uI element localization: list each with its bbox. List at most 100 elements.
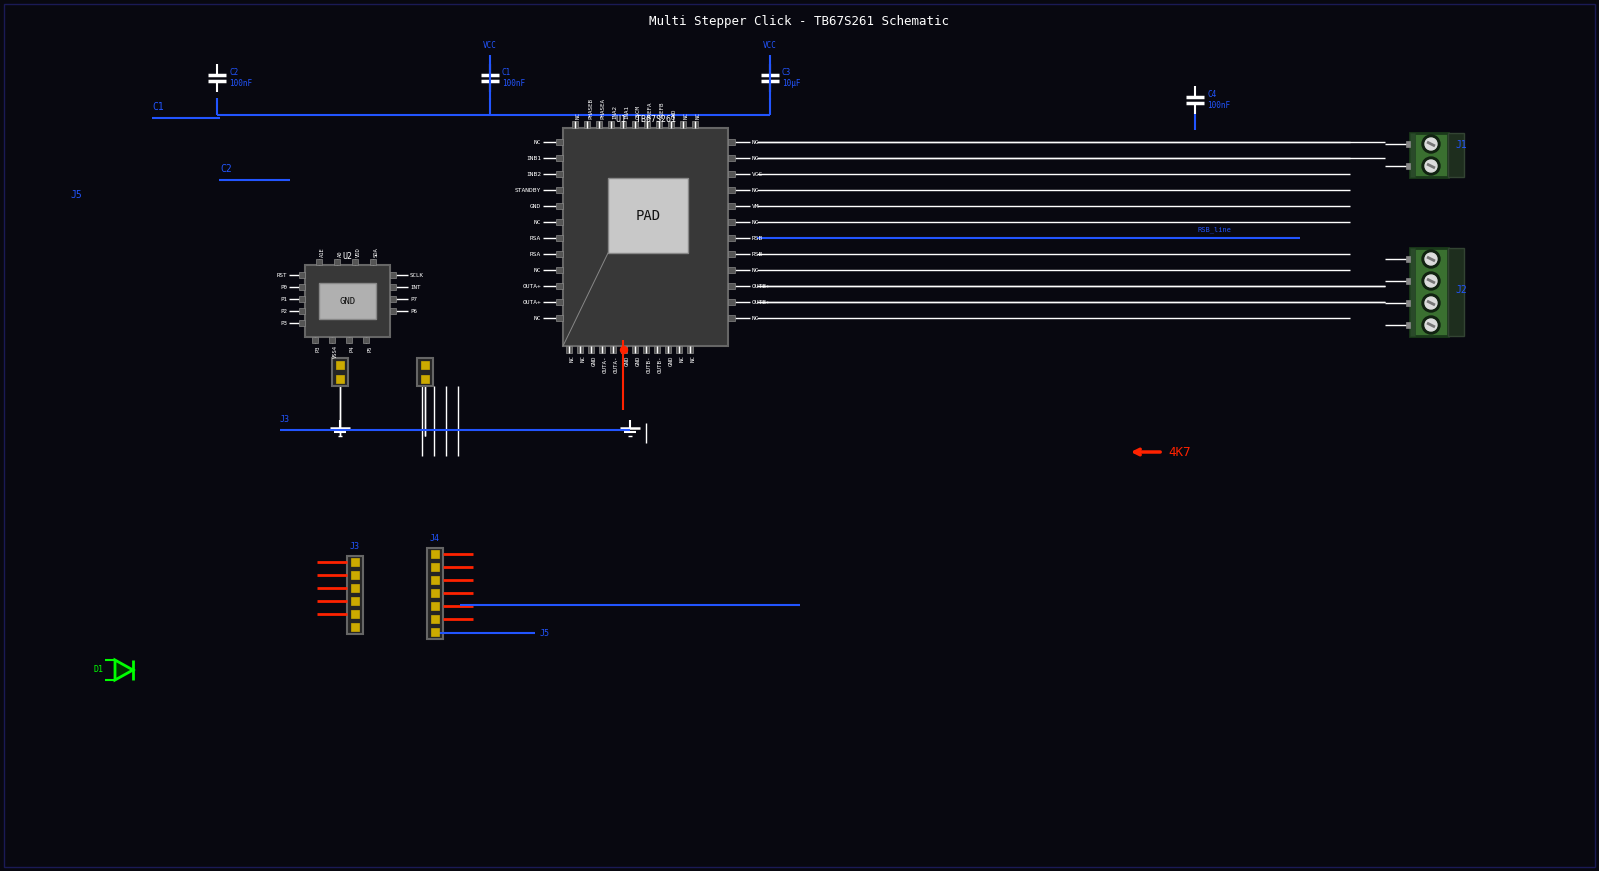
Text: NC: NC — [534, 219, 540, 225]
Bar — [728, 315, 736, 321]
Bar — [680, 121, 686, 128]
Bar — [728, 299, 736, 305]
Text: OUTB+: OUTB+ — [752, 300, 771, 305]
Text: OSCM: OSCM — [636, 105, 641, 119]
Bar — [728, 235, 736, 241]
Bar — [432, 576, 440, 584]
Bar — [1406, 322, 1410, 328]
Bar — [620, 346, 627, 353]
Bar — [676, 346, 683, 353]
Text: RSB: RSB — [752, 235, 763, 240]
Text: GND: GND — [339, 296, 355, 306]
Text: C2: C2 — [221, 164, 232, 174]
Text: GND: GND — [592, 355, 596, 366]
Circle shape — [1422, 316, 1441, 334]
Text: GND: GND — [636, 355, 641, 366]
Bar — [588, 346, 593, 353]
Text: J3: J3 — [280, 415, 289, 424]
Text: Multi Stepper Click - TB67S261 Schematic: Multi Stepper Click - TB67S261 Schematic — [649, 15, 948, 28]
Text: INA1: INA1 — [624, 105, 628, 119]
Text: INT: INT — [409, 285, 421, 289]
Bar — [556, 187, 563, 193]
Bar — [390, 296, 397, 302]
Text: VCC: VCC — [763, 41, 777, 50]
Text: NC: NC — [576, 112, 580, 119]
Bar — [584, 121, 590, 128]
Text: P4: P4 — [350, 345, 355, 352]
Text: VSS4: VSS4 — [333, 345, 337, 358]
Bar — [390, 284, 397, 290]
Text: C4
100nF: C4 100nF — [1207, 91, 1230, 110]
Bar — [1406, 300, 1410, 306]
Bar — [668, 121, 675, 128]
Text: A0: A0 — [337, 251, 344, 257]
Text: J5: J5 — [540, 629, 550, 638]
Bar — [352, 610, 360, 618]
Bar — [656, 121, 662, 128]
Text: J1: J1 — [1455, 140, 1466, 150]
Bar — [620, 121, 625, 128]
Text: NC: NC — [569, 355, 576, 362]
Bar — [609, 346, 616, 353]
Bar — [417, 358, 433, 386]
Text: RSB: RSB — [752, 252, 763, 256]
Bar — [352, 259, 358, 265]
Bar — [390, 308, 397, 314]
Text: GND: GND — [625, 355, 630, 366]
Bar — [421, 375, 429, 383]
Bar — [596, 121, 601, 128]
Bar — [608, 178, 688, 253]
Bar — [600, 346, 604, 353]
Text: RSB_line: RSB_line — [1198, 226, 1231, 233]
Bar — [654, 346, 660, 353]
Bar — [390, 272, 397, 278]
Bar — [1449, 248, 1465, 336]
Bar — [692, 121, 699, 128]
Circle shape — [1422, 250, 1441, 268]
Bar — [432, 615, 440, 623]
Text: GND: GND — [529, 204, 540, 208]
Bar — [1449, 133, 1465, 177]
Bar — [728, 219, 736, 225]
Text: NC: NC — [752, 315, 760, 321]
Bar — [665, 346, 672, 353]
Circle shape — [1425, 138, 1438, 150]
Bar — [608, 121, 614, 128]
Bar — [432, 628, 440, 636]
Text: NC: NC — [534, 315, 540, 321]
Bar — [1406, 256, 1410, 262]
Text: P7: P7 — [409, 296, 417, 301]
Text: RST: RST — [277, 273, 286, 278]
Text: VREFB: VREFB — [660, 102, 665, 119]
Bar — [305, 265, 390, 337]
Bar — [644, 121, 651, 128]
Bar — [432, 589, 440, 597]
Circle shape — [1425, 253, 1438, 265]
Bar — [556, 267, 563, 273]
Bar — [299, 296, 305, 302]
Bar — [1406, 141, 1410, 147]
Text: PHASEB: PHASEB — [588, 98, 593, 119]
Bar — [329, 337, 336, 343]
Bar — [556, 139, 563, 145]
Text: U1  TB67S261: U1 TB67S261 — [616, 115, 675, 124]
Circle shape — [1422, 294, 1441, 312]
Text: 4K7: 4K7 — [1167, 445, 1191, 458]
Text: INA2: INA2 — [612, 105, 617, 119]
Bar — [352, 558, 360, 566]
Text: NC: NC — [696, 112, 700, 119]
Text: VDD: VDD — [357, 247, 361, 257]
Text: P3: P3 — [317, 345, 321, 352]
Bar — [299, 320, 305, 326]
Text: NC: NC — [752, 187, 760, 192]
Bar — [432, 563, 440, 571]
Bar — [336, 375, 344, 383]
Circle shape — [1425, 297, 1438, 309]
Circle shape — [1422, 135, 1441, 153]
Bar — [299, 284, 305, 290]
Bar — [556, 203, 563, 209]
Text: INB2: INB2 — [526, 172, 540, 177]
Text: J3: J3 — [350, 542, 360, 551]
Bar — [632, 121, 638, 128]
Bar — [1406, 278, 1410, 284]
